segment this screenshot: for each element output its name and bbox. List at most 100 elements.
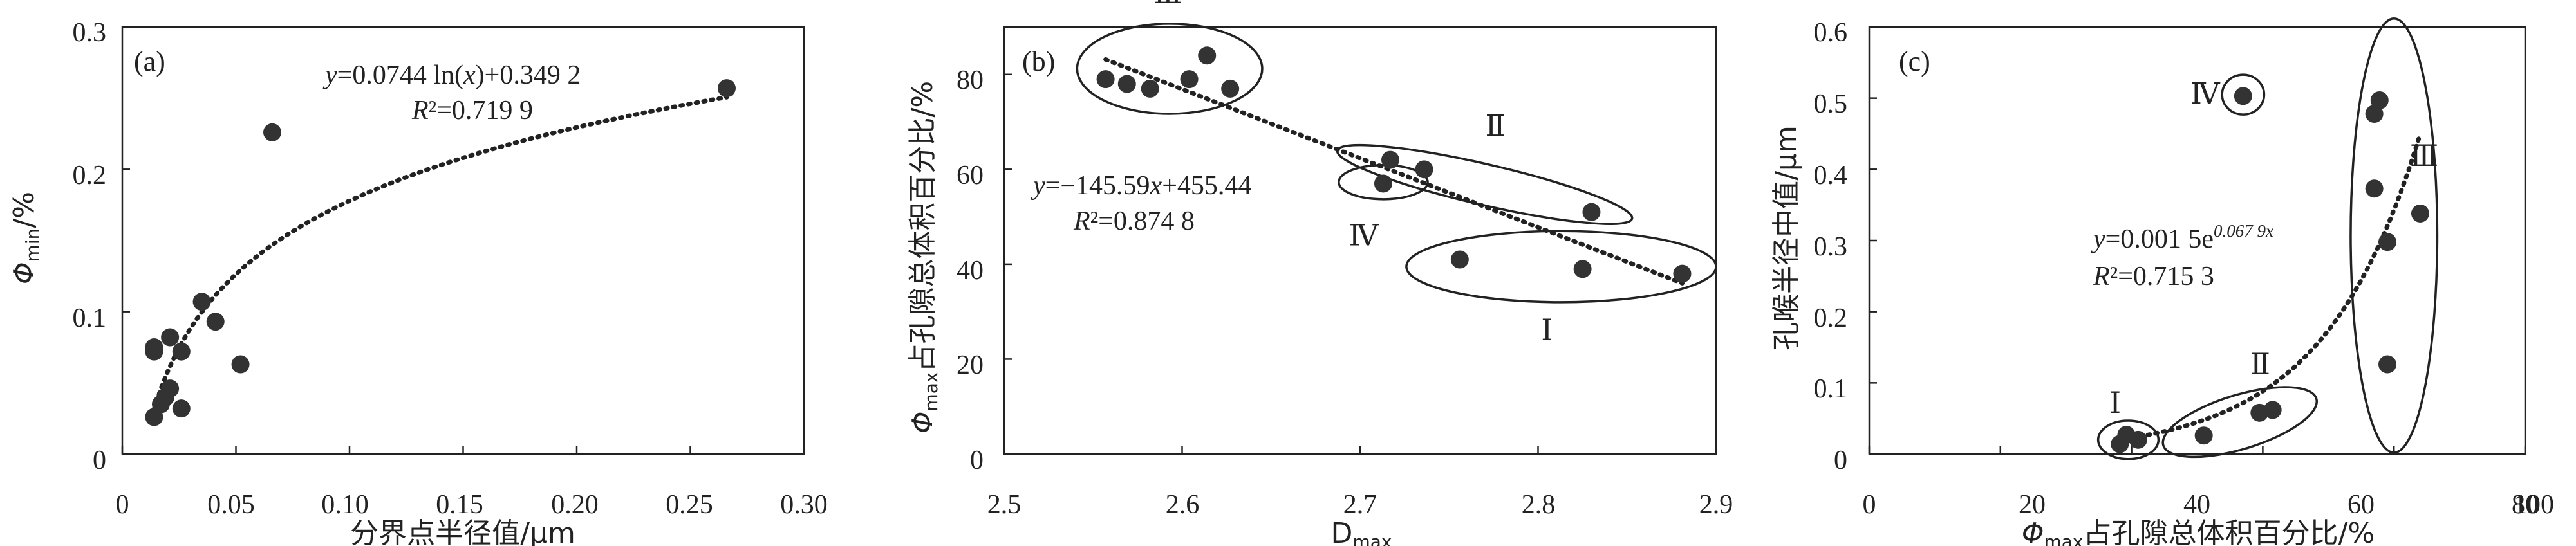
group-ellipse (2096, 419, 2160, 460)
group-label: Ⅳ (1349, 219, 1379, 251)
group-ellipse (1076, 23, 1264, 115)
x-tick-label: 2.5 (987, 490, 1022, 520)
data-point (1117, 75, 1136, 93)
x-axis-subscript: max (1352, 531, 1392, 546)
x-axis-symbol: D (1331, 517, 1353, 546)
r-squared: R²=0.715 3 (2093, 262, 2214, 291)
y-tick-label: 0 (970, 446, 984, 475)
trend-line (1103, 57, 1685, 286)
data-point (1141, 79, 1159, 98)
panel-b: 2.5 2.6 2.7 2.8 2.9 0 20 40 60 80 Dmax Φ… (906, 0, 1733, 546)
group-ellipse (2221, 73, 2266, 116)
data-point (1573, 260, 1592, 278)
data-point (1198, 46, 1217, 65)
r-squared: R²=0.719 9 (411, 96, 533, 125)
y-tick-label: 0.2 (73, 161, 107, 190)
data-point (2194, 426, 2213, 445)
x-tick-label: 0.20 (551, 490, 599, 520)
y-axis-subscript: min (22, 228, 43, 262)
x-tick-label: 0.10 (321, 490, 369, 520)
x-tick-label: 40 (2183, 490, 2210, 520)
panel-tag: (c) (1899, 46, 1930, 77)
data-point (1096, 70, 1115, 89)
data-point (2365, 179, 2384, 198)
group-ellipse (1405, 230, 1717, 304)
x-tick-label: 2.8 (1522, 490, 1556, 520)
data-point (172, 342, 191, 361)
y-tick-label: 0.4 (1814, 161, 1848, 190)
y-tick-label: 0 (93, 446, 106, 475)
x-tick-label: 0.15 (436, 490, 483, 520)
data-point (1221, 79, 1240, 98)
x-axis-label: 分界点半径值/μm (350, 517, 575, 546)
y-tick-label: 60 (957, 161, 984, 190)
data-point (2234, 87, 2252, 105)
y-axis-symbol: Φ (906, 412, 939, 434)
x-tick-label: 0.25 (666, 490, 713, 520)
plot-frame (121, 26, 805, 455)
data-point (2111, 435, 2129, 453)
group-label: Ⅲ (1153, 0, 1182, 10)
data-point (1450, 250, 1469, 269)
y-tick-label: 0 (1834, 446, 1847, 475)
x-tick-label: 0 (1863, 490, 1876, 520)
data-point (206, 313, 225, 331)
y-axis-label: Φmin/% (8, 192, 43, 284)
x-tick-label: 2.7 (1343, 490, 1377, 520)
y-axis-label: 孔喉半径中值/μm (1770, 125, 1803, 350)
data-point (2129, 430, 2147, 449)
data-point (2411, 204, 2429, 223)
trend-equation: y=−145.59x+455.44 (1031, 171, 1251, 201)
r-squared: R²=0.874 8 (1073, 206, 1195, 236)
x-axis-label: Φmax占孔隙总体积百分比/% (2022, 517, 2375, 546)
y-tick-label: 0.2 (1814, 304, 1848, 333)
data-point (2378, 355, 2397, 374)
y-tick-label: 0.1 (73, 304, 107, 333)
group-label: Ⅲ (2410, 140, 2438, 172)
data-point (1673, 264, 1692, 283)
y-tick-label: 0.6 (1814, 18, 1848, 48)
trend-line (2122, 131, 2423, 441)
data-point (263, 123, 281, 141)
group-label: Ⅳ (2190, 78, 2221, 111)
y-tick-label: 0.3 (1814, 232, 1848, 262)
panel-tag: (b) (1022, 46, 1055, 77)
y-axis-unit: /% (8, 192, 41, 228)
y-axis-symbol: Φ (8, 262, 41, 284)
panel-a: 0 0.05 0.10 0.15 0.20 0.25 0.30 0 0.1 0.… (8, 18, 828, 546)
x-axis-text: 占孔隙总体积百分比/% (2084, 517, 2375, 546)
group-ellipse (2349, 17, 2439, 454)
x-axis-label: Dmax (1331, 517, 1392, 546)
group-label: Ⅱ (2250, 348, 2270, 381)
data-point (717, 79, 736, 98)
y-axis-text: 占孔隙总体积百分比/% (906, 81, 939, 372)
y-tick-label: 0.1 (1814, 374, 1848, 404)
data-point (145, 342, 163, 361)
data-point (2263, 401, 2282, 419)
x-axis-subscript: max (2044, 531, 2083, 546)
data-point (161, 328, 180, 347)
x-tick-label: 0.30 (780, 490, 828, 520)
group-ellipse (1336, 143, 1634, 225)
panel-c: 0 20 40 60 80 100 0 0.1 0.2 0.3 0.4 0.5 … (1770, 17, 2554, 546)
group-label: Ⅰ (2109, 387, 2121, 419)
data-point (1582, 203, 1601, 221)
x-tick-label: 60 (2347, 490, 2375, 520)
data-point (1415, 160, 1433, 179)
y-axis-subscript: max (920, 372, 942, 411)
x-axis-symbol: Φ (2022, 517, 2044, 546)
data-point (2378, 233, 2397, 251)
trend-equation: y=0.001 5e0.067 9x (2091, 221, 2273, 254)
data-point (1180, 70, 1199, 89)
y-axis-label: Φmax占孔隙总体积百分比/% (906, 81, 942, 433)
y-tick-label: 0.5 (1814, 89, 1848, 119)
data-point (2365, 105, 2384, 123)
data-point (1381, 150, 1400, 169)
data-point (192, 293, 211, 311)
group-ellipse (2161, 386, 2319, 459)
x-tick-label: 2.6 (1166, 490, 1200, 520)
y-tick-label: 20 (957, 350, 984, 380)
data-point (2370, 91, 2389, 109)
y-tick-label: 0.3 (73, 18, 107, 48)
